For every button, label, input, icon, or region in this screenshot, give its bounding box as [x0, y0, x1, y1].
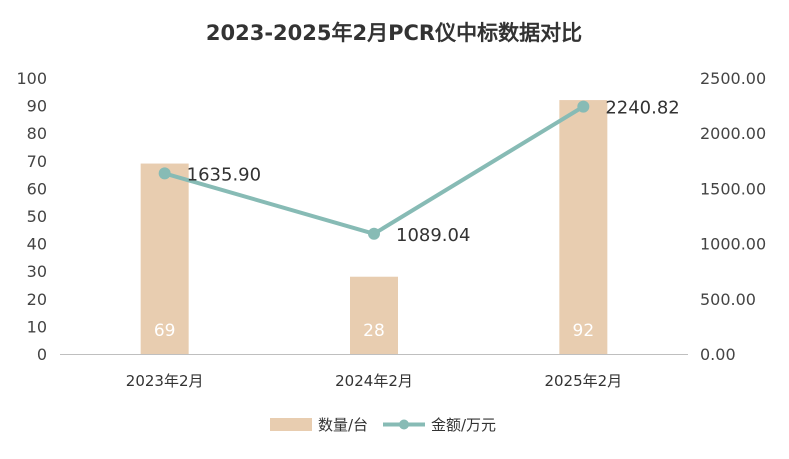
line-value-label: 1089.04 — [396, 225, 470, 246]
x-axis-tick-label: 2025年2月 — [544, 372, 622, 390]
x-axis-tick-label: 2023年2月 — [126, 372, 204, 390]
bar-value-label: 28 — [363, 321, 385, 341]
legend-swatch-marker — [399, 419, 409, 430]
left-axis-tick-label: 50 — [27, 207, 47, 226]
bar-value-label: 69 — [154, 321, 176, 341]
left-axis-tick-label: 30 — [27, 262, 47, 281]
left-axis-tick-label: 20 — [27, 290, 47, 309]
legend-label-quantity: 数量/台 — [318, 416, 368, 434]
left-axis-tick-label: 80 — [27, 124, 47, 143]
right-axis-tick-label: 500.00 — [700, 290, 756, 309]
right-axis-tick-label: 1000.00 — [700, 235, 766, 254]
x-axis-tick-label: 2024年2月 — [335, 372, 413, 390]
chart-title: 2023-2025年2月PCR仪中标数据对比 — [206, 21, 582, 45]
left-axis-tick-label: 60 — [27, 179, 47, 198]
bar — [140, 163, 189, 354]
legend: 数量/台 金额/万元 — [270, 416, 496, 434]
left-axis-tick-label: 0 — [37, 345, 47, 364]
line-point — [368, 227, 380, 240]
left-axis: 0 10 20 30 40 50 60 70 80 90 100 — [16, 69, 47, 364]
line-point — [577, 100, 590, 113]
legend-label-amount: 金额/万元 — [431, 416, 496, 434]
line-value-label: 1635.90 — [187, 164, 261, 185]
bar — [559, 100, 608, 354]
right-axis-tick-label: 0.00 — [700, 345, 736, 364]
line-value-label: 2240.82 — [605, 98, 679, 119]
right-axis-tick-label: 2000.00 — [700, 124, 766, 143]
bar-value-label: 92 — [573, 321, 595, 341]
left-axis-tick-label: 70 — [27, 152, 47, 171]
left-axis-tick-label: 10 — [27, 317, 47, 336]
bar — [350, 276, 398, 354]
left-axis-tick-label: 100 — [16, 69, 47, 88]
line-series: 1635.90 1089.04 2240.82 — [158, 98, 680, 246]
right-axis-tick-label: 1500.00 — [700, 179, 766, 198]
line-point — [158, 167, 171, 180]
right-axis-tick-label: 2500.00 — [700, 69, 766, 88]
legend-swatch-bar — [270, 418, 312, 431]
right-axis: 0.00 500.00 1000.00 1500.00 2000.00 2500.00 — [700, 69, 766, 364]
left-axis-tick-label: 90 — [27, 97, 47, 116]
bar-series: 69 28 92 — [140, 100, 608, 354]
left-axis-tick-label: 40 — [27, 235, 47, 254]
x-axis: 2023年2月 2024年2月 2025年2月 — [60, 354, 688, 390]
